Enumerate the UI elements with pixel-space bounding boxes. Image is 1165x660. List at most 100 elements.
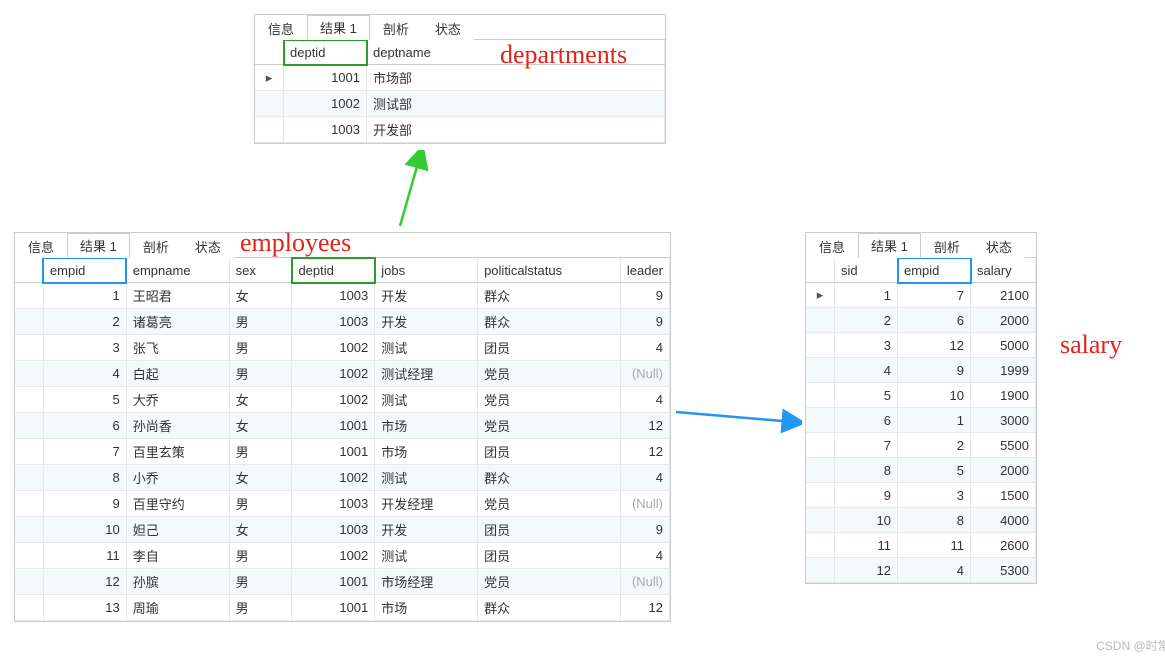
cell[interactable]: 百里玄策 bbox=[126, 439, 229, 465]
cell[interactable]: 12 bbox=[898, 333, 971, 358]
col-deptid[interactable]: deptid bbox=[292, 258, 375, 283]
col-sid[interactable]: sid bbox=[835, 258, 898, 283]
cell[interactable]: 1500 bbox=[971, 483, 1036, 508]
cell[interactable]: 1003 bbox=[284, 117, 367, 143]
cell[interactable]: 4 bbox=[43, 361, 126, 387]
cell[interactable]: 1001 bbox=[292, 413, 375, 439]
cell[interactable]: 8 bbox=[835, 458, 898, 483]
cell[interactable]: 开发部 bbox=[367, 117, 665, 143]
cell[interactable]: 开发 bbox=[375, 283, 478, 309]
col-deptid[interactable]: deptid bbox=[284, 40, 367, 65]
table-row[interactable]: 8小乔女1002测试群众4 bbox=[15, 465, 670, 491]
cell[interactable]: 测试部 bbox=[367, 91, 665, 117]
cell[interactable]: 6 bbox=[835, 408, 898, 433]
cell[interactable]: 女 bbox=[229, 387, 292, 413]
cell[interactable]: 12 bbox=[620, 595, 669, 621]
cell[interactable]: (Null) bbox=[620, 569, 669, 595]
cell[interactable]: 1002 bbox=[292, 465, 375, 491]
col-salary[interactable]: salary bbox=[971, 258, 1036, 283]
cell[interactable]: 孙尚香 bbox=[126, 413, 229, 439]
cell[interactable]: 党员 bbox=[478, 387, 621, 413]
cell[interactable]: 李自 bbox=[126, 543, 229, 569]
cell[interactable]: 2000 bbox=[971, 308, 1036, 333]
cell[interactable]: 王昭君 bbox=[126, 283, 229, 309]
table-row[interactable]: 12孙膑男1001市场经理党员(Null) bbox=[15, 569, 670, 595]
cell[interactable]: 女 bbox=[229, 517, 292, 543]
cell[interactable]: 5000 bbox=[971, 333, 1036, 358]
table-row[interactable]: ▸172100 bbox=[806, 283, 1036, 308]
cell[interactable]: 12 bbox=[43, 569, 126, 595]
cell[interactable]: 1001 bbox=[292, 439, 375, 465]
cell[interactable]: 3 bbox=[835, 333, 898, 358]
cell[interactable]: 男 bbox=[229, 309, 292, 335]
cell[interactable]: 4 bbox=[620, 543, 669, 569]
cell[interactable]: 9 bbox=[620, 517, 669, 543]
tab-analyze[interactable]: 剖析 bbox=[370, 16, 422, 40]
cell[interactable]: 1 bbox=[43, 283, 126, 309]
table-row[interactable]: 5101900 bbox=[806, 383, 1036, 408]
cell[interactable]: 男 bbox=[229, 439, 292, 465]
cell[interactable]: 女 bbox=[229, 283, 292, 309]
cell[interactable]: 百里守约 bbox=[126, 491, 229, 517]
cell[interactable]: 2 bbox=[43, 309, 126, 335]
cell[interactable]: 小乔 bbox=[126, 465, 229, 491]
cell[interactable]: 2600 bbox=[971, 533, 1036, 558]
cell[interactable]: 1003 bbox=[292, 283, 375, 309]
cell[interactable]: 6 bbox=[898, 308, 971, 333]
table-row[interactable]: 613000 bbox=[806, 408, 1036, 433]
cell[interactable]: 男 bbox=[229, 543, 292, 569]
cell[interactable]: 3 bbox=[898, 483, 971, 508]
cell[interactable]: 6 bbox=[43, 413, 126, 439]
cell[interactable]: 9 bbox=[620, 309, 669, 335]
cell[interactable]: 2100 bbox=[971, 283, 1036, 308]
cell[interactable]: 诸葛亮 bbox=[126, 309, 229, 335]
cell[interactable]: 9 bbox=[835, 483, 898, 508]
cell[interactable]: 男 bbox=[229, 595, 292, 621]
col-leader[interactable]: leader bbox=[620, 258, 669, 283]
cell[interactable]: 11 bbox=[835, 533, 898, 558]
tab-status[interactable]: 状态 bbox=[182, 234, 234, 258]
table-row[interactable]: 3张飞男1002测试团员4 bbox=[15, 335, 670, 361]
cell[interactable]: 张飞 bbox=[126, 335, 229, 361]
cell[interactable]: 11 bbox=[43, 543, 126, 569]
cell[interactable]: 1 bbox=[835, 283, 898, 308]
cell[interactable]: 7 bbox=[43, 439, 126, 465]
cell[interactable]: 9 bbox=[898, 358, 971, 383]
cell[interactable]: 团员 bbox=[478, 439, 621, 465]
tab-info[interactable]: 信息 bbox=[255, 16, 307, 40]
tab-result[interactable]: 结果 1 bbox=[858, 233, 921, 258]
cell[interactable]: 党员 bbox=[478, 569, 621, 595]
tab-analyze[interactable]: 剖析 bbox=[130, 234, 182, 258]
table-row[interactable]: 1王昭君女1003开发群众9 bbox=[15, 283, 670, 309]
cell[interactable]: 5 bbox=[898, 458, 971, 483]
cell[interactable]: 市场 bbox=[375, 413, 478, 439]
cell[interactable]: 7 bbox=[835, 433, 898, 458]
table-row[interactable]: 1003开发部 bbox=[255, 117, 665, 143]
cell[interactable]: 团员 bbox=[478, 335, 621, 361]
cell[interactable]: 11 bbox=[898, 533, 971, 558]
cell[interactable]: 孙膑 bbox=[126, 569, 229, 595]
table-row[interactable]: 11李自男1002测试团员4 bbox=[15, 543, 670, 569]
cell[interactable]: 7 bbox=[898, 283, 971, 308]
cell[interactable]: 2 bbox=[898, 433, 971, 458]
col-empid[interactable]: empid bbox=[898, 258, 971, 283]
cell[interactable]: 白起 bbox=[126, 361, 229, 387]
cell[interactable]: 1002 bbox=[284, 91, 367, 117]
cell[interactable]: 开发经理 bbox=[375, 491, 478, 517]
cell[interactable]: 测试 bbox=[375, 543, 478, 569]
table-row[interactable]: 931500 bbox=[806, 483, 1036, 508]
cell[interactable]: 12 bbox=[835, 558, 898, 583]
tab-analyze[interactable]: 剖析 bbox=[921, 234, 973, 258]
cell[interactable]: 3000 bbox=[971, 408, 1036, 433]
cell[interactable]: 5300 bbox=[971, 558, 1036, 583]
table-row[interactable]: 1245300 bbox=[806, 558, 1036, 583]
cell[interactable]: 8 bbox=[898, 508, 971, 533]
employees-table[interactable]: empid empname sex deptid jobs politicals… bbox=[15, 258, 670, 621]
table-row[interactable]: 3125000 bbox=[806, 333, 1036, 358]
cell[interactable]: 5 bbox=[43, 387, 126, 413]
cell[interactable]: 8 bbox=[43, 465, 126, 491]
table-row[interactable]: 13周瑜男1001市场群众12 bbox=[15, 595, 670, 621]
cell[interactable]: 群众 bbox=[478, 309, 621, 335]
cell[interactable]: 群众 bbox=[478, 595, 621, 621]
table-row[interactable]: 852000 bbox=[806, 458, 1036, 483]
